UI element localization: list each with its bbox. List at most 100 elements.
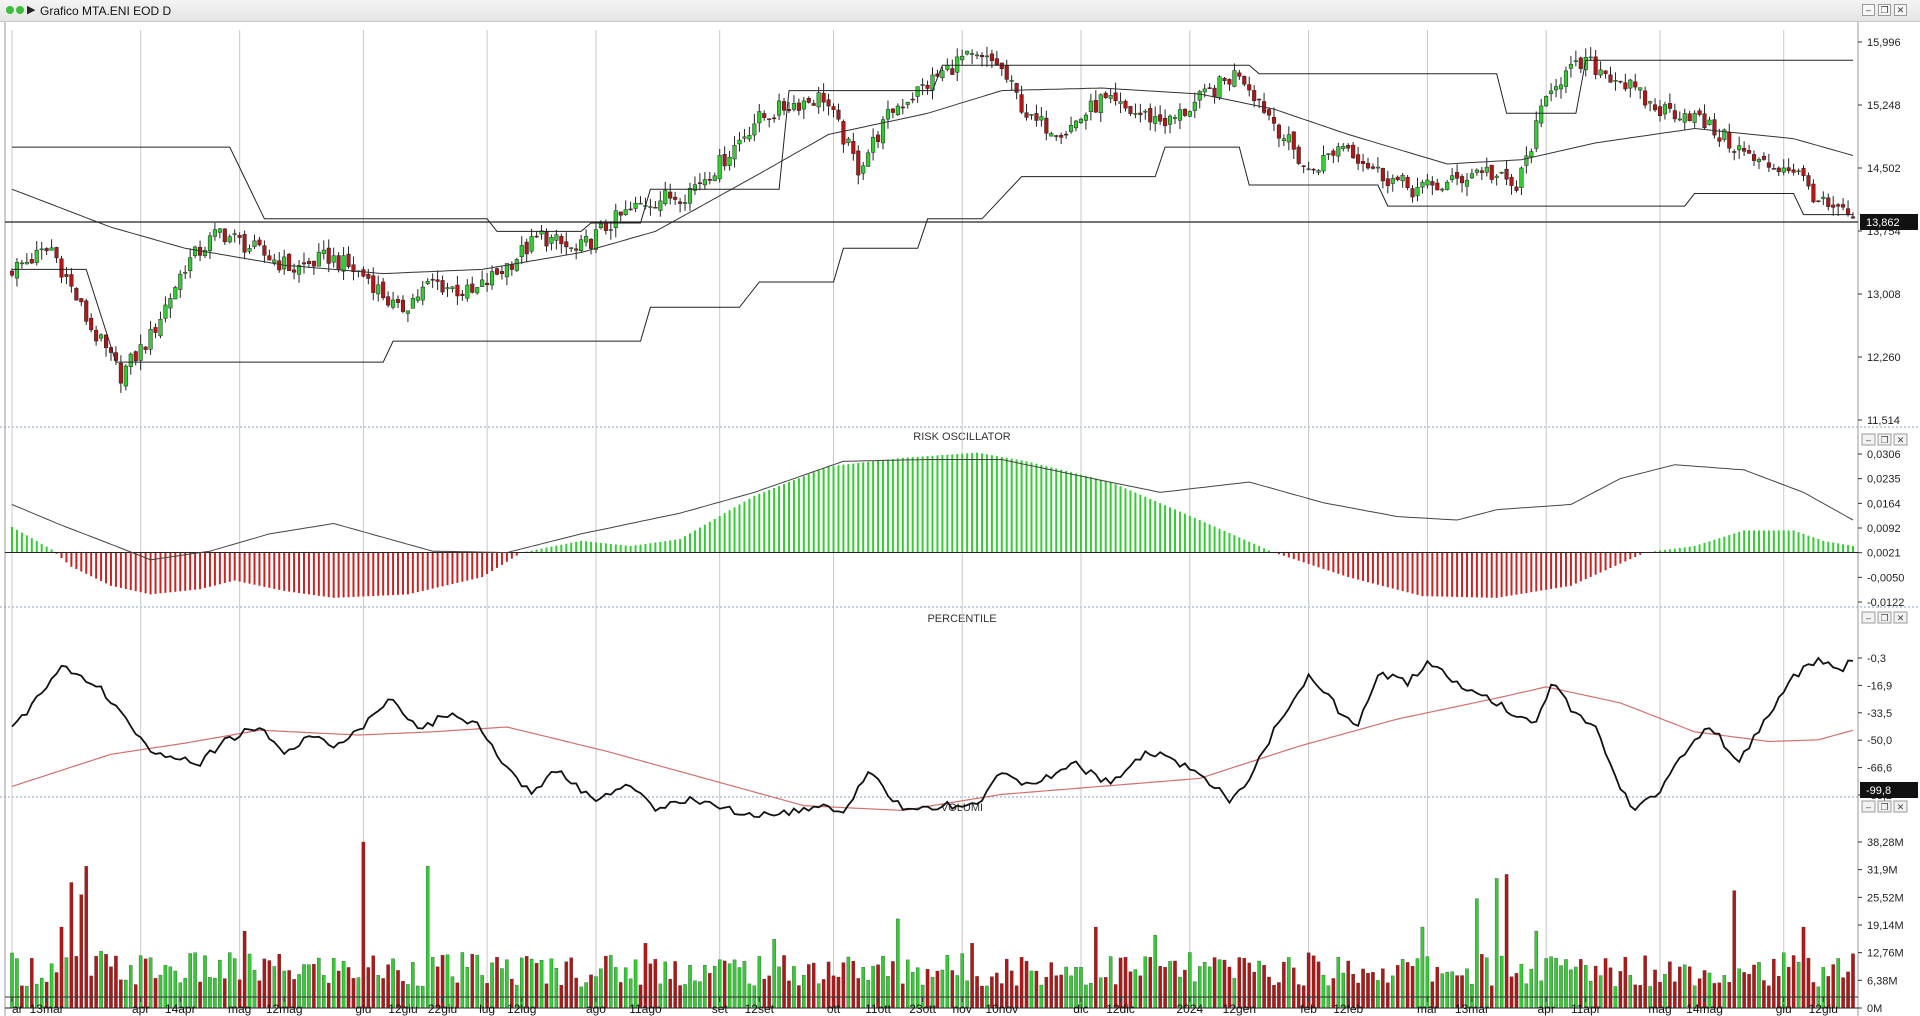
candle: [267, 249, 272, 261]
volume-bar: [1579, 959, 1583, 1009]
volume-bar: [1801, 926, 1806, 1009]
candle-body: [257, 239, 262, 246]
oscillator-bar: [901, 457, 904, 553]
panel-minimize-icon[interactable]: –: [1861, 611, 1876, 624]
oscillator-bar: [1169, 507, 1172, 553]
oscillator-bar: [1634, 552, 1637, 557]
candle-body: [128, 353, 133, 367]
oscillator-bar: [857, 462, 860, 553]
volume-bar: [881, 956, 885, 1009]
candle: [366, 268, 371, 285]
candle-body: [1341, 146, 1346, 149]
candle: [554, 229, 559, 250]
candle: [1751, 150, 1757, 167]
candle: [178, 270, 183, 298]
candle-body: [974, 54, 980, 57]
candle: [94, 325, 99, 346]
candle: [1306, 161, 1311, 171]
close-icon[interactable]: ✕: [1894, 4, 1907, 16]
restore-icon[interactable]: ❐: [1878, 4, 1891, 16]
candle: [1801, 165, 1806, 182]
oscillator-bar: [1357, 552, 1360, 580]
candle: [1069, 116, 1074, 134]
panel-restore-icon[interactable]: ❐: [1877, 433, 1892, 446]
panel-close-icon[interactable]: ✕: [1893, 800, 1908, 813]
candle-body: [915, 86, 920, 97]
candle-body: [39, 248, 44, 251]
candle-body: [1356, 154, 1361, 164]
oscillator-bar: [1792, 530, 1795, 553]
volume-bar: [213, 977, 217, 1009]
oscillator-bar: [1055, 468, 1058, 553]
candle: [425, 278, 430, 286]
candle-body: [1504, 168, 1509, 180]
volume-bar: [1064, 966, 1068, 1009]
candle-body: [133, 351, 138, 362]
oscillator-bar: [1109, 482, 1112, 553]
volume-bar: [69, 882, 74, 1009]
candle-body: [376, 284, 381, 295]
candle-body: [1593, 56, 1598, 75]
volume-bar: [1123, 957, 1128, 1009]
panel-restore-icon[interactable]: ❐: [1877, 800, 1892, 813]
chart-canvas[interactable]: RISK OSCILLATOR PERCENTILE VOLUMI 15,996…: [0, 22, 1920, 1016]
minimize-icon[interactable]: –: [1862, 4, 1875, 16]
oscillator-bar: [778, 486, 781, 553]
volume-bar: [1024, 961, 1029, 1009]
oscillator-bar: [1837, 543, 1840, 553]
candle-body: [1281, 138, 1286, 142]
candle: [1677, 111, 1682, 122]
percentile-signal-line: [11, 686, 1854, 812]
panel-restore-icon[interactable]: ❐: [1877, 611, 1892, 624]
candle: [153, 323, 158, 339]
candle-body: [678, 201, 683, 204]
candle-body: [1326, 153, 1331, 155]
oscillator-bar: [1767, 530, 1770, 553]
candle: [480, 270, 485, 288]
candle-body: [1435, 182, 1440, 191]
candle-body: [1187, 111, 1192, 117]
panel-close-icon[interactable]: ✕: [1893, 611, 1908, 624]
candle-body: [1455, 172, 1460, 179]
volume-bar: [1534, 930, 1539, 1009]
panel-minimize-icon[interactable]: –: [1861, 800, 1876, 813]
oscillator-bar: [114, 552, 117, 587]
candle-body: [440, 280, 445, 293]
candle: [1737, 136, 1742, 159]
panel-minimize-icon[interactable]: –: [1861, 433, 1876, 446]
oscillator-bar: [1411, 552, 1414, 594]
candle: [866, 149, 871, 168]
oscillator-bar: [1599, 552, 1602, 573]
candle: [1544, 95, 1549, 107]
panel-close-icon[interactable]: ✕: [1893, 433, 1908, 446]
candle: [74, 286, 79, 301]
oscillator-bar: [570, 542, 573, 553]
candle: [1697, 108, 1702, 117]
volume-bar: [732, 959, 737, 1009]
oscillator-bar: [1451, 552, 1454, 597]
volume-bar: [312, 963, 316, 1009]
oscillator-bar: [243, 552, 246, 583]
oscillator-bar: [822, 468, 825, 553]
candle: [1420, 179, 1425, 194]
volume-bar: [218, 959, 222, 1009]
candle: [54, 246, 59, 263]
candle-body: [69, 274, 74, 287]
candle-body: [1499, 171, 1504, 174]
volume-bar: [322, 975, 326, 1009]
candle-body: [242, 234, 247, 253]
oscillator-bar: [105, 552, 108, 584]
candle-body: [529, 236, 534, 252]
candle-body: [420, 286, 425, 301]
oscillator-bar: [980, 453, 983, 553]
candle: [1163, 109, 1168, 134]
oscillator-bar: [877, 460, 880, 553]
candle: [455, 275, 460, 306]
oscillator-bar: [362, 552, 365, 597]
oscillator-bar: [1050, 467, 1053, 553]
candle: [1153, 106, 1158, 132]
volume-bar: [549, 958, 554, 1009]
play-arrow-icon[interactable]: ▶: [27, 4, 36, 16]
oscillator-bar: [144, 552, 147, 594]
candle-body: [727, 156, 732, 166]
